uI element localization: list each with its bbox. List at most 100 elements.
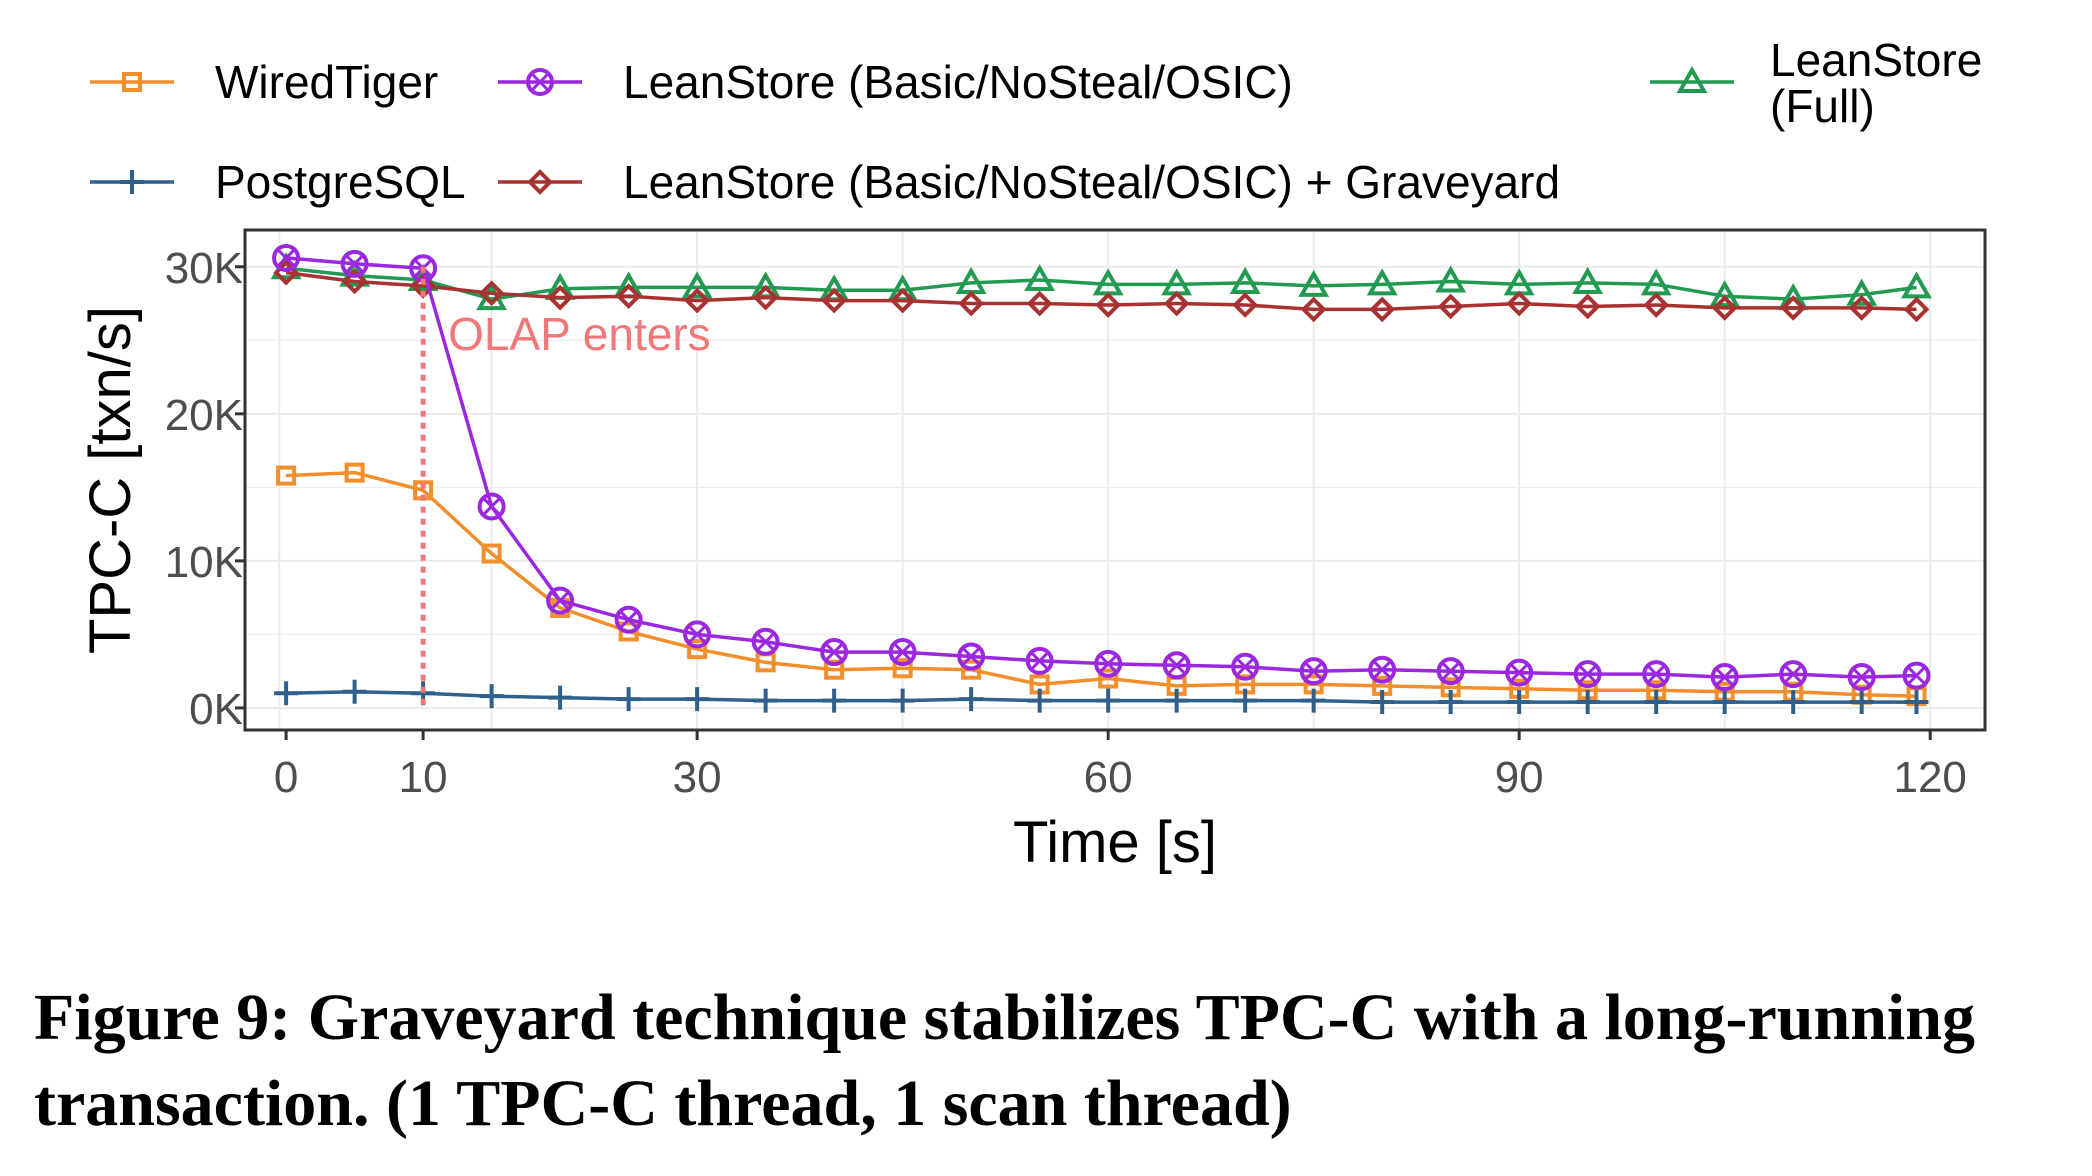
data-point (1781, 690, 1806, 715)
data-point (481, 543, 502, 564)
marker-circle (683, 620, 712, 649)
data-point (1366, 268, 1398, 296)
data-point (274, 681, 299, 706)
data-point (752, 284, 779, 311)
y-tick-label: 10K (165, 538, 243, 587)
marker-cross (345, 254, 364, 273)
data-point (1847, 663, 1876, 692)
legend-marker (1676, 65, 1708, 93)
data-point (1846, 278, 1878, 306)
data-point (681, 271, 713, 299)
legend-item-leanstore-basic-nosteal-osic: LeanStore (Basic/NoSteal/OSIC) (498, 56, 1293, 108)
marker-cross (1578, 665, 1597, 684)
data-point (1232, 292, 1258, 318)
data-point (1098, 668, 1119, 689)
data-point (547, 284, 573, 311)
x-tick-label: 30 (673, 753, 722, 802)
marker-circle (272, 243, 301, 272)
legend-item-wiredtiger: WiredTiger (90, 56, 438, 108)
data-point (824, 659, 845, 680)
plot-background (245, 230, 1985, 730)
marker-circle (526, 68, 554, 96)
data-point (1438, 690, 1463, 715)
data-point (821, 287, 847, 314)
data-point (1573, 660, 1602, 689)
data-point (1506, 290, 1532, 317)
data-point (1233, 688, 1258, 713)
legend-item-leanstore-basic-nosteal-osic-graveyard: LeanStore (Basic/NoSteal/OSIC) + Graveya… (498, 156, 1560, 208)
series-postgresql (274, 679, 1929, 715)
series-line (285, 270, 1917, 312)
data-point (1027, 688, 1052, 713)
marker-circle (957, 642, 986, 671)
marker-cross (551, 591, 570, 610)
marker-cross (688, 625, 707, 644)
legend-label: LeanStore (1770, 34, 1982, 86)
data-point (889, 287, 916, 314)
marker-circle (820, 638, 849, 667)
marker-circle (1231, 652, 1260, 681)
marker-circle (751, 627, 780, 656)
marker-cross (530, 72, 550, 92)
y-axis-title: TPC-C [txn/s] (78, 306, 143, 654)
data-point (1299, 657, 1328, 686)
olap-enters-label: OLAP enters (448, 308, 711, 360)
marker-cross (1510, 663, 1529, 682)
data-point (822, 688, 847, 713)
marker-cross (893, 642, 912, 662)
marker-circle (1642, 660, 1671, 689)
data-point (1780, 295, 1807, 321)
data-point (753, 688, 778, 713)
legend-marker (122, 72, 142, 92)
legend-marker (526, 68, 554, 96)
data-point (1163, 290, 1190, 317)
axes: 0 10 30 60 90 120 0K 10K 20K 30K (165, 244, 1967, 802)
data-point (1643, 292, 1670, 318)
marker-cross (1304, 662, 1323, 681)
data-point (1435, 265, 1467, 293)
marker-circle (1025, 646, 1054, 675)
data-point (479, 684, 504, 709)
x-axis-title: Time [s] (1013, 810, 1217, 875)
data-point (1369, 296, 1395, 323)
marker-circle (1162, 651, 1191, 680)
data-point (276, 465, 297, 486)
data-point (1903, 296, 1930, 323)
y-tick-label: 20K (165, 391, 243, 440)
data-point (1711, 295, 1738, 321)
data-point (751, 627, 780, 656)
marker-cross (1784, 665, 1803, 684)
data-point (684, 287, 710, 314)
legend: WiredTiger PostgreSQL LeanStore (Basic/NoS… (90, 34, 1982, 208)
data-point (1368, 655, 1397, 684)
data-point (892, 658, 913, 679)
data-point (1644, 690, 1669, 715)
data-point (477, 492, 506, 521)
marker-circle (1847, 663, 1876, 692)
legend-label: WiredTiger (215, 56, 438, 108)
marker-circle (546, 586, 575, 615)
data-point (1025, 646, 1054, 675)
legend-item-leanstore-full: LeanStore(Full) (1650, 34, 1982, 132)
data-point (958, 290, 984, 317)
data-point (1300, 296, 1327, 323)
legend-label-line2: (Full) (1770, 80, 1875, 132)
data-point (1901, 271, 1932, 299)
x-tick-label: 60 (1084, 753, 1133, 802)
data-point (1229, 266, 1261, 294)
x-tick-label: 0 (274, 753, 298, 802)
marker-cross (1099, 654, 1118, 673)
marker-cross (1907, 666, 1926, 685)
marker-cross (619, 610, 638, 629)
marker-cross (482, 497, 501, 516)
marker-cross (1167, 656, 1186, 675)
marker-circle (1299, 657, 1328, 686)
data-point (614, 605, 643, 634)
data-point (959, 687, 984, 712)
data-point (272, 243, 301, 272)
data-point (1709, 280, 1741, 308)
marker-cross (962, 647, 981, 666)
marker-cross (1715, 667, 1734, 687)
data-point (1301, 688, 1326, 713)
